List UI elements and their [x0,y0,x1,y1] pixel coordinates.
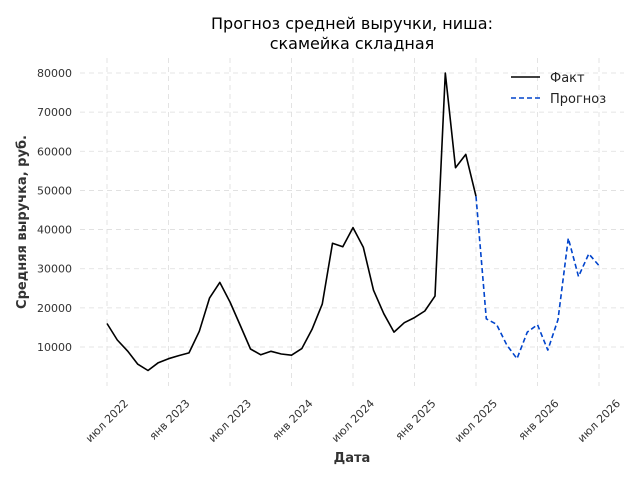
x-tick-label: янв 2023 [147,397,193,443]
grid [80,58,624,386]
x-tick-label: янв 2024 [270,397,316,443]
chart-title-line-2: скамейка складная [270,34,435,53]
x-tick-label: июл 2024 [329,397,377,445]
y-tick-label: 20000 [37,302,72,315]
legend-label-forecast: Прогноз [550,92,606,107]
legend-label-fact: Факт [550,71,585,86]
x-axis-label: Дата [334,451,371,466]
x-tick-label: янв 2026 [516,397,562,443]
y-tick-label: 30000 [37,263,72,276]
y-tick-label: 10000 [37,341,72,354]
y-tick-label: 70000 [37,106,72,119]
y-axis-ticks: 10000 20000 30000 40000 50000 60000 70000 80000 [37,67,72,354]
y-tick-label: 80000 [37,67,72,80]
legend: Факт Прогноз [511,71,606,107]
y-tick-label: 40000 [37,224,72,237]
x-tick-label: янв 2025 [393,397,439,443]
y-axis-label: Средняя выручка, руб. [15,135,30,309]
x-tick-label: июл 2022 [83,397,131,445]
chart-title-line-1: Прогноз средней выручки, ниша: [211,14,493,33]
y-tick-label: 60000 [37,145,72,158]
x-axis-ticks: июл 2022 янв 2023 июл 2023 янв 2024 июл 2024… [83,397,623,445]
x-tick-label: июл 2023 [206,397,254,445]
series-layer [106,72,600,372]
y-tick-label: 50000 [37,184,72,197]
x-tick-label: июл 2026 [575,397,623,445]
x-tick-label: июл 2025 [452,397,500,445]
